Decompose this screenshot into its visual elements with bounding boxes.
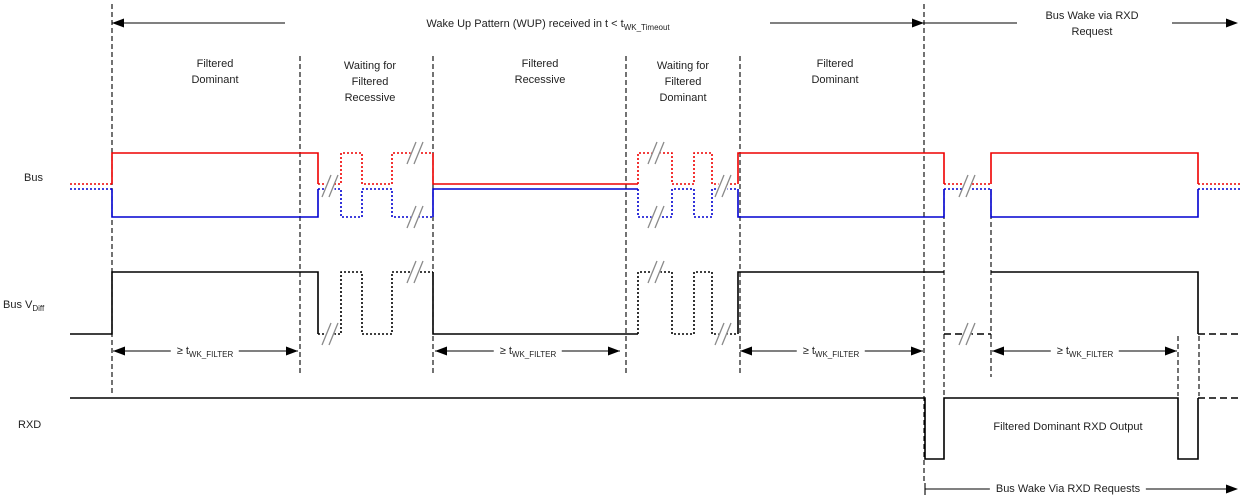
break-gap (962, 175, 972, 197)
twk-filter-subscript-1: WK_FILTER (188, 350, 234, 359)
break-mark (958, 322, 969, 346)
twk-filter-label-3: ≥ tWK_FILTER (796, 343, 866, 360)
bus-canh-trace (318, 152, 433, 185)
break-gap (410, 261, 420, 283)
arrowhead-left-icon (113, 346, 125, 356)
bus-vdiff-trace (637, 271, 738, 335)
rxd-signal-label: RXD (18, 419, 42, 431)
arrowhead-left-icon (992, 346, 1004, 356)
break-mark (321, 322, 332, 346)
break-mark (413, 205, 424, 229)
break-mark (654, 205, 665, 229)
break-mark (654, 141, 665, 165)
bus-vdiff-trace (737, 271, 944, 334)
rxd-trace (70, 397, 1199, 460)
twk-filter-label-4: ≥ tWK_FILTER (1050, 343, 1120, 360)
break-gap (325, 175, 335, 197)
bus-wake-via-rxd-requests-label: Bus Wake Via RXD Requests (989, 481, 1147, 497)
bus-vdiff-trace (70, 271, 319, 335)
twk-filter-subscript-4: WK_FILTER (1068, 350, 1114, 359)
arrowhead-right-icon (1165, 346, 1177, 356)
bus-vdiff-trace (318, 271, 433, 335)
twk-filter-text-4: ≥ t (1056, 345, 1069, 357)
break-mark (406, 205, 417, 229)
break-gap (718, 323, 728, 345)
break-mark (965, 174, 976, 198)
break-gap (410, 206, 420, 228)
arrowhead-left-icon (435, 346, 447, 356)
break-gap (651, 142, 661, 164)
bus-vdiff-trace (991, 271, 1199, 334)
section-label-filtered-recessive: Filtered Recessive (514, 58, 566, 86)
break-mark (647, 141, 658, 165)
break-gap (325, 323, 335, 345)
break-mark (654, 260, 665, 284)
wup-annotation-text: Wake Up Pattern (WUP) received in t < t (426, 18, 624, 30)
bus-vdiff-subscript: Diff (32, 304, 45, 313)
arrowhead-left-icon (740, 346, 752, 356)
break-mark (647, 260, 658, 284)
break-mark (328, 174, 339, 198)
arrowhead-left-icon (112, 18, 124, 28)
twk-filter-label-2: ≥ tWK_FILTER (493, 343, 563, 360)
section-label-filtered-dominant-1: Filtered Dominant (191, 58, 239, 86)
twk-filter-text-2: ≥ t (499, 345, 512, 357)
break-mark (413, 260, 424, 284)
break-mark (406, 141, 417, 165)
break-mark (647, 205, 658, 229)
break-gap (651, 206, 661, 228)
twk-filter-subscript-3: WK_FILTER (814, 350, 860, 359)
wup-timeout-subscript: WK_Timeout (623, 23, 670, 32)
twk-filter-label-1: ≥ tWK_FILTER (170, 343, 240, 360)
arrowhead-right-icon (608, 346, 620, 356)
bus-canh-trace (737, 152, 945, 184)
wup-annotation: Wake Up Pattern (WUP) received in t < tW… (426, 16, 669, 33)
section-label-filtered-dominant-2: Filtered Dominant (811, 58, 859, 86)
break-gap (651, 261, 661, 283)
arrowhead-right-icon (286, 346, 298, 356)
bus-canh-trace (432, 153, 638, 185)
filtered-dominant-rxd-output-label: Filtered Dominant RXD Output (993, 421, 1143, 433)
break-mark (721, 322, 732, 346)
bus-vdiff-trace (432, 272, 638, 335)
bus-vdiff-signal-label: Bus VDiff (3, 298, 44, 313)
break-mark (321, 174, 332, 198)
bus-vdiff-label-text: Bus V (3, 299, 33, 311)
section-label-waiting-filtered-recessive: Waiting for Filtered Recessive (343, 60, 397, 104)
break-mark (965, 322, 976, 346)
bus-canh-trace (990, 152, 1199, 184)
arrowhead-right-icon (1226, 484, 1238, 494)
arrowhead-right-icon (1226, 18, 1238, 28)
break-mark (714, 174, 725, 198)
bus-canl-trace (432, 188, 638, 217)
bus-signal-label: Bus (24, 172, 43, 184)
bus-wake-request-annotation: Bus Wake via RXD Request (1045, 10, 1139, 38)
break-mark (406, 260, 417, 284)
break-gap (718, 175, 728, 197)
bus-canl-trace (737, 189, 945, 218)
section-label-waiting-filtered-dominant: Waiting for Filtered Dominant (656, 60, 710, 104)
arrowhead-right-icon (911, 346, 923, 356)
break-mark (328, 322, 339, 346)
twk-filter-text-1: ≥ t (176, 345, 189, 357)
break-mark (721, 174, 732, 198)
bus-canl-trace (637, 188, 738, 218)
bus-canl-trace (318, 188, 433, 218)
break-gap (410, 142, 420, 164)
arrowhead-right-icon (912, 18, 924, 28)
bus-canh-trace (637, 152, 738, 185)
bus-canl-trace (990, 189, 1199, 218)
twk-filter-subscript-2: WK_FILTER (511, 350, 557, 359)
break-mark (714, 322, 725, 346)
bus-canh-trace (111, 152, 319, 184)
twk-filter-text-3: ≥ t (802, 345, 815, 357)
bus-canl-trace (111, 189, 319, 218)
break-mark (413, 141, 424, 165)
break-mark (958, 174, 969, 198)
break-gap (962, 323, 972, 345)
